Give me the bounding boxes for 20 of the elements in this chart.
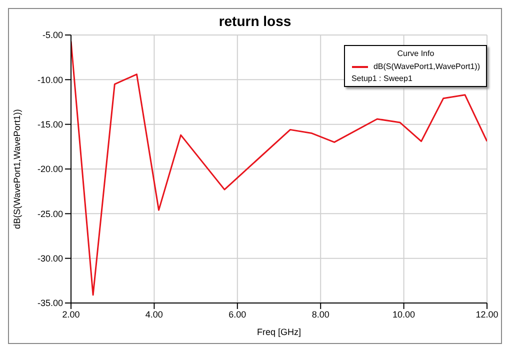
- annotation: Setup1 : Sweep1: [351, 74, 414, 83]
- legend-label: dB(S(WavePort1,WavePort1)): [373, 62, 480, 71]
- y-axis-title: dB(S(WavePort1,WavePort1)): [12, 109, 22, 229]
- y-tick-label: -15.00: [37, 120, 63, 130]
- x-axis-title: Freq [GHz]: [256, 327, 302, 337]
- x-tick-label: 4.00: [145, 309, 163, 320]
- x-tick-label: 10.00: [392, 309, 416, 320]
- x-tick-label: 6.00: [228, 309, 246, 320]
- x-tick-label: 2.00: [62, 309, 80, 320]
- y-tick-label: -35.00: [37, 298, 63, 308]
- line-series: [71, 40, 487, 296]
- x-tick-label: 8.00: [312, 309, 330, 320]
- y-tick-label: -30.00: [37, 254, 63, 264]
- y-tick-label: -20.00: [37, 164, 63, 174]
- chart-title: return loss: [218, 13, 292, 29]
- y-tick-label: -5.00: [42, 30, 63, 40]
- legend-title: Curve Info: [396, 49, 436, 58]
- y-tick-label: -25.00: [37, 208, 63, 219]
- x-tick-label: 12.00: [476, 309, 498, 320]
- y-tick-label: -10.00: [37, 74, 63, 85]
